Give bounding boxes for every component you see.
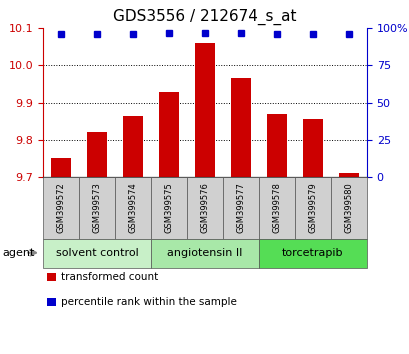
Bar [51,158,71,177]
Text: transformed count: transformed count [61,272,158,282]
Bar [159,91,178,177]
Text: GDS3556 / 212674_s_at: GDS3556 / 212674_s_at [113,9,296,25]
Text: GSM399572: GSM399572 [56,183,65,233]
Bar [87,132,107,177]
Bar [195,43,214,177]
Bar [266,114,286,177]
Text: agent: agent [2,249,34,258]
Text: GSM399573: GSM399573 [92,183,101,233]
Text: GSM399578: GSM399578 [272,183,281,233]
Text: angiotensin II: angiotensin II [167,249,242,258]
Text: GSM399579: GSM399579 [308,183,317,233]
Bar [231,79,250,177]
Text: GSM399575: GSM399575 [164,183,173,233]
Text: GSM399574: GSM399574 [128,183,137,233]
Text: percentile rank within the sample: percentile rank within the sample [61,297,236,307]
Text: GSM399577: GSM399577 [236,183,245,233]
Bar [302,119,322,177]
Bar [123,116,143,177]
Text: solvent control: solvent control [56,249,138,258]
Text: torcetrapib: torcetrapib [281,249,343,258]
Bar [338,173,358,177]
Text: GSM399576: GSM399576 [200,183,209,233]
Text: GSM399580: GSM399580 [344,183,353,233]
